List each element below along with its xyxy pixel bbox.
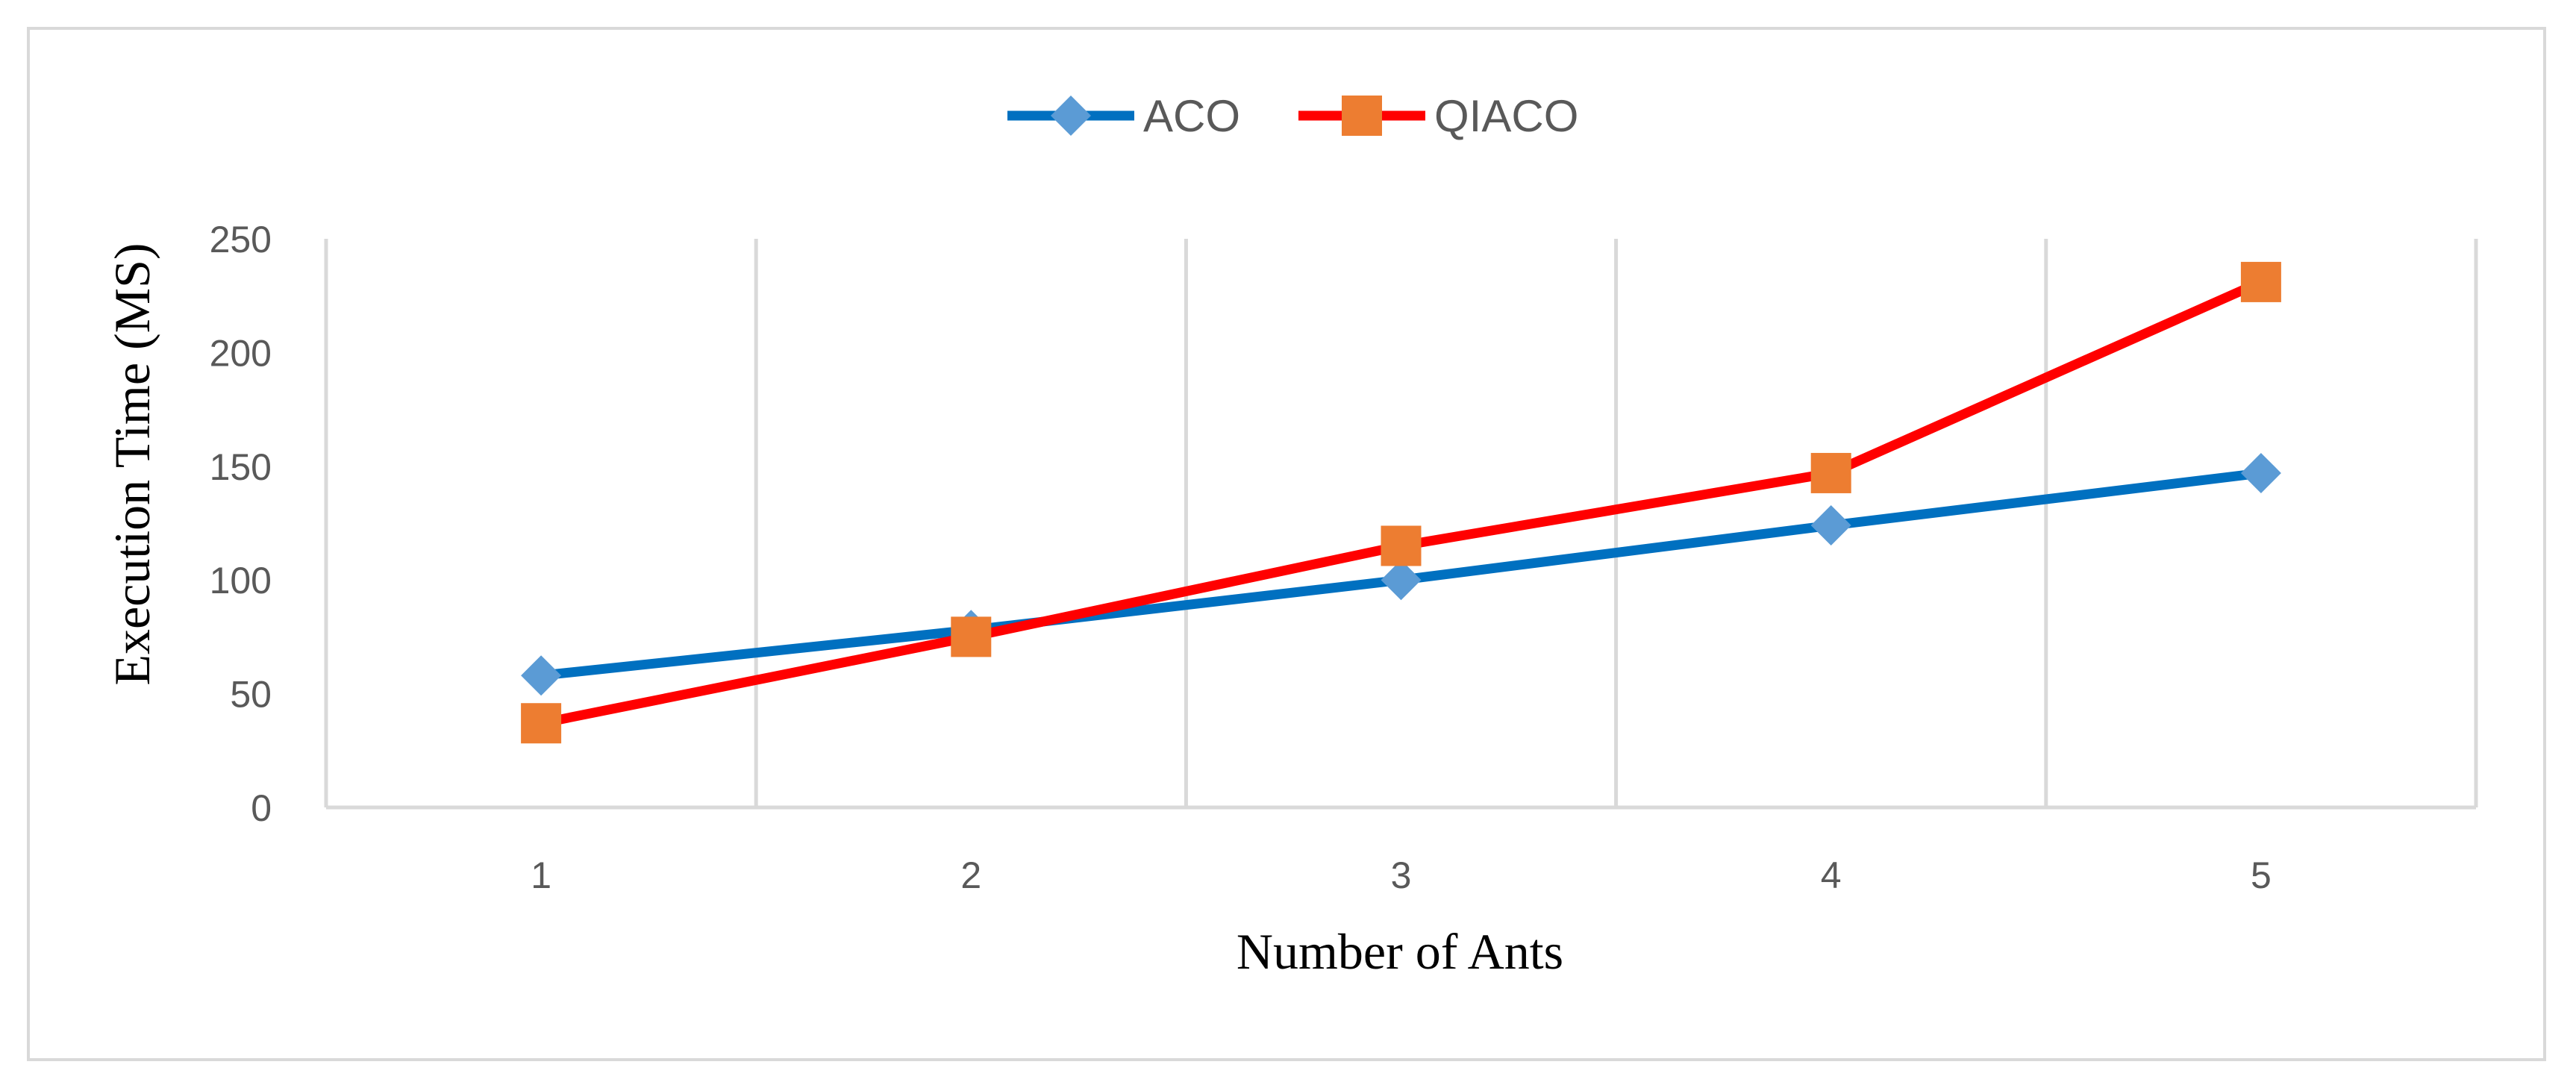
x-tick-label: 4 bbox=[1821, 854, 1842, 896]
x-tick-label: 1 bbox=[531, 854, 551, 896]
data-point-qiaco bbox=[2240, 261, 2281, 302]
y-tick-label: 50 bbox=[230, 674, 272, 716]
legend-marker-qiaco bbox=[1342, 96, 1382, 136]
legend-marker-aco bbox=[1051, 96, 1091, 136]
series-qiaco bbox=[521, 261, 2281, 744]
data-point-aco bbox=[521, 655, 562, 696]
y-tick-label: 250 bbox=[210, 219, 272, 260]
x-axis-title: Number of Ants bbox=[1237, 923, 1563, 980]
data-point-qiaco bbox=[1810, 452, 1851, 493]
y-axis-title: Execution Time (MS) bbox=[104, 243, 160, 685]
series-aco bbox=[521, 452, 2281, 696]
legend: ACO QIACO bbox=[1007, 91, 1578, 141]
x-tick-label: 3 bbox=[1391, 854, 1412, 896]
legend-item-aco: ACO bbox=[1007, 91, 1240, 141]
data-point-qiaco bbox=[951, 616, 992, 657]
series-group bbox=[521, 261, 2281, 744]
x-tick-labels: 1 2 3 4 5 bbox=[531, 854, 2272, 896]
x-tick-label: 2 bbox=[960, 854, 981, 896]
legend-label-aco: ACO bbox=[1143, 91, 1240, 141]
legend-item-qiaco: QIACO bbox=[1298, 91, 1578, 141]
y-tick-label: 100 bbox=[210, 560, 272, 601]
data-point-qiaco bbox=[521, 703, 562, 744]
data-point-aco bbox=[1810, 505, 1851, 546]
y-tick-labels: 0 50 100 150 200 250 bbox=[210, 219, 272, 829]
y-tick-label: 150 bbox=[210, 446, 272, 488]
y-tick-label: 0 bbox=[251, 787, 272, 829]
data-point-aco bbox=[2240, 452, 2281, 493]
grid-lines bbox=[324, 239, 2478, 807]
chart-frame bbox=[27, 27, 2546, 1061]
y-tick-label: 200 bbox=[210, 332, 272, 374]
data-point-aco bbox=[1381, 560, 1422, 601]
legend-label-qiaco: QIACO bbox=[1434, 91, 1578, 141]
data-point-qiaco bbox=[1381, 525, 1422, 566]
x-tick-label: 5 bbox=[2251, 854, 2272, 896]
